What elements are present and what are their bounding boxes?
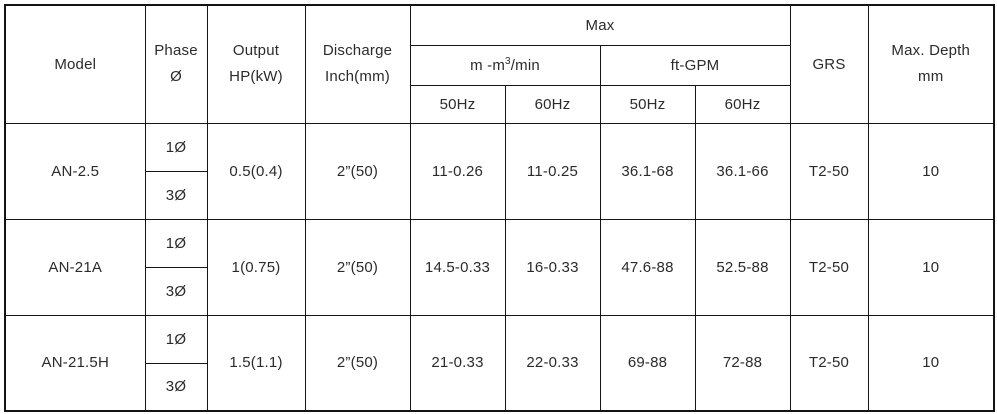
cell-phase-2: 3Ø [144,170,208,220]
header-unit-ftgpm: ft-GPM [599,44,791,86]
unit-m3min-prefix: m -m [470,56,506,74]
header-max-depth-line1: Max. Depth [891,42,971,60]
cell-discharge: 2”(50) [304,122,411,220]
cell-phase-1: 1Ø [144,122,208,172]
header-max-group: Max [409,4,791,46]
cell-ft-50hz: 36.1-68 [599,122,696,220]
header-discharge: Discharge Inch(mm) [304,4,411,124]
cell-output: 1.5(1.1) [206,314,306,412]
header-discharge-line1: Discharge [322,42,393,60]
cell-phase-1: 1Ø [144,314,208,364]
cell-ft-50hz: 69-88 [599,314,696,412]
cell-grs: T2-50 [789,314,869,412]
header-discharge-line2: Inch(mm) [325,67,390,85]
cell-m-50hz: 11-0.26 [409,122,506,220]
cell-discharge: 2”(50) [304,314,411,412]
cell-output: 1(0.75) [206,218,306,316]
table-row: 3Ø [5,362,994,412]
header-m-50hz: 50Hz [409,84,506,124]
header-m-60hz: 60Hz [504,84,601,124]
cell-m-50hz: 21-0.33 [409,314,506,412]
header-output-line1: Output [232,42,280,60]
header-max-label: Max [585,16,615,34]
unit-ftgpm-label: ft-GPM [670,56,720,74]
cell-depth: 10 [867,218,995,316]
unit-m3min-suffix: /min [510,56,540,74]
cell-discharge: 2”(50) [304,218,411,316]
header-max-depth: Max. Depth mm [867,4,995,124]
header-output-line2: HP(kW) [229,67,283,85]
header-model-label: Model [54,55,97,73]
cell-m-60hz: 16-0.33 [504,218,601,316]
cell-phase-2: 3Ø [144,362,208,412]
table-row: AN-21A 1Ø 1(0.75) 2”(50) 14.5-0.33 16-0.… [4,218,995,316]
cell-m-50hz: 14.5-0.33 [409,218,506,316]
cell-grs: T2-50 [789,122,869,220]
cell-phase-2: 3Ø [144,266,208,316]
header-phase-line2: Ø [170,67,182,85]
cell-grs: T2-50 [789,218,869,316]
header-ft-60hz: 60Hz [694,84,791,124]
unit-m3min-superscript: 3 [505,55,511,67]
cell-depth: 10 [867,314,995,412]
header-grs: GRS [789,4,869,124]
cell-output: 0.5(0.4) [206,122,306,220]
header-phase: Phase Ø [144,4,208,124]
cell-model: AN-21.5H [4,314,146,412]
cell-depth: 10 [867,122,995,220]
cell-model: AN-21A [4,218,146,316]
header-phase-line1: Phase [154,42,198,60]
table-row: AN-2.5 1Ø 0.5(0.4) 2”(50) 11-0.26 11-0.2… [4,122,995,220]
header-grs-label: GRS [812,55,846,73]
header-ft-50hz: 50Hz [599,84,696,124]
table-row: 3Ø [5,170,994,220]
cell-ft-60hz: 36.1-66 [694,122,791,220]
cell-model: AN-2.5 [4,122,146,220]
header-output: Output HP(kW) [206,4,306,124]
header-max-depth-line2: mm [918,67,944,85]
cell-ft-50hz: 47.6-88 [599,218,696,316]
header-model: Model [4,4,146,124]
cell-phase-1: 1Ø [144,218,208,268]
cell-ft-60hz: 52.5-88 [694,218,791,316]
cell-m-60hz: 11-0.25 [504,122,601,220]
cell-m-60hz: 22-0.33 [504,314,601,412]
header-unit-m3min: m -m3/min [409,44,601,86]
table-row: AN-21.5H 1Ø 1.5(1.1) 2”(50) 21-0.33 22-0… [4,314,995,412]
cell-ft-60hz: 72-88 [694,314,791,412]
table-row: 3Ø [5,266,994,316]
pump-spec-table: Model Phase Ø Output HP(kW) Discharge In… [4,4,995,412]
